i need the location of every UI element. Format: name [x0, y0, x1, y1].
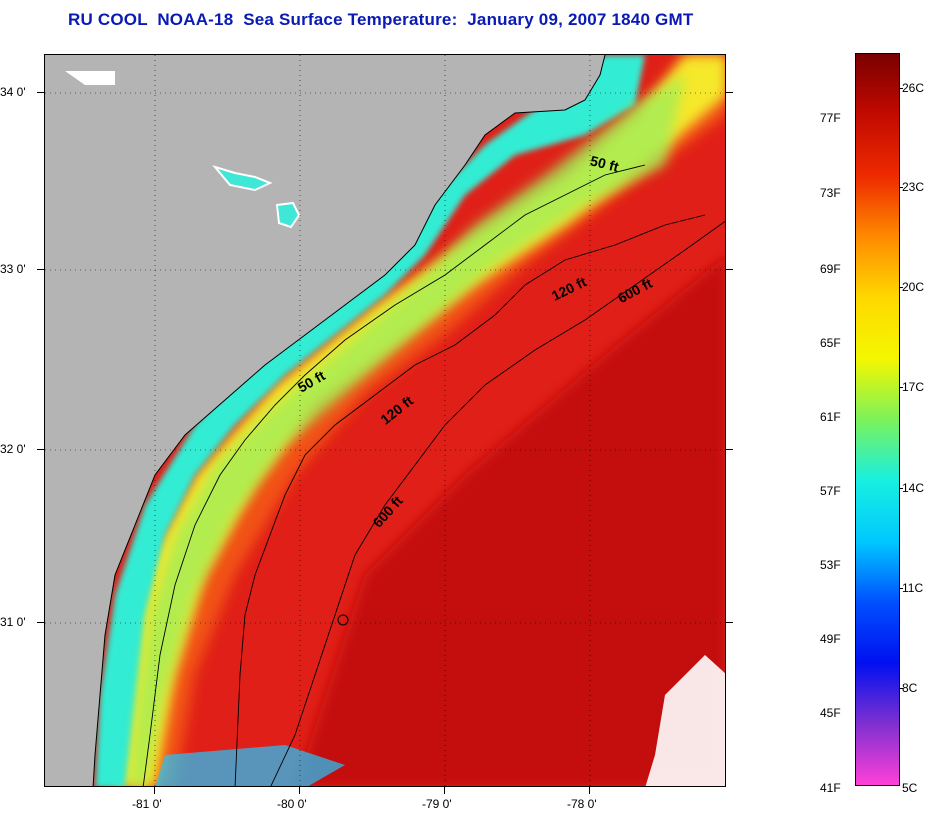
cb-f-77: 77F	[820, 111, 841, 125]
lat-tick-32-right	[726, 449, 733, 450]
cloud-patch-2	[155, 745, 345, 786]
lon-tick-81	[154, 787, 155, 794]
lat-tick-31-right	[726, 622, 733, 623]
graticule	[45, 55, 725, 786]
cold-nearshore	[95, 55, 645, 786]
cb-tick-26c	[899, 88, 903, 89]
lon-label-80: -80 0'	[277, 797, 307, 811]
lon-tick-79	[444, 787, 445, 794]
cb-f-53: 53F	[820, 558, 841, 572]
gulf-stream-core	[295, 256, 725, 786]
coastline	[92, 55, 606, 786]
cb-f-41: 41F	[820, 781, 841, 795]
figure-title: RU COOL NOAA-18 Sea Surface Temperature:…	[68, 10, 694, 29]
lat-tick-31	[37, 622, 44, 623]
contour-600ft	[270, 220, 725, 786]
lake-2	[275, 201, 301, 229]
cb-tick-17c	[899, 387, 903, 388]
cb-c-23: 23C	[902, 180, 925, 194]
lat-tick-32	[37, 449, 44, 450]
station-marker	[337, 614, 349, 626]
cb-f-57: 57F	[820, 484, 841, 498]
lat-tick-34-right	[726, 92, 733, 93]
lat-tick-33	[37, 269, 44, 270]
contour-label-50ft-a: 50 ft	[589, 152, 621, 175]
lat-tick-34	[37, 92, 44, 93]
cloud-patch-1	[645, 655, 725, 786]
cb-f-45: 45F	[820, 706, 841, 720]
temperature-colorbar	[855, 53, 900, 786]
cb-c-26: 26C	[902, 81, 925, 95]
lat-label-33: 33 0'	[0, 262, 26, 276]
contour-120ft	[234, 214, 706, 786]
cb-tick-14c	[899, 488, 903, 489]
lake-3	[65, 71, 115, 85]
cb-tick-23c	[899, 187, 903, 188]
green-transition	[130, 75, 685, 786]
lon-tick-78	[589, 787, 590, 794]
sst-map: 50 ft 50 ft 120 ft 120 ft 600 ft 600 ft	[44, 54, 726, 787]
cb-tick-11c	[899, 588, 903, 589]
sst-map-canvas: 50 ft 50 ft 120 ft 120 ft 600 ft 600 ft	[45, 55, 725, 786]
cb-f-65: 65F	[820, 336, 841, 350]
lat-label-32: 32 0'	[0, 442, 26, 456]
lat-label-34: 34 0'	[0, 85, 26, 99]
cb-c-20: 20C	[902, 280, 925, 294]
lon-label-78: -78 0'	[567, 797, 597, 811]
cb-c-14: 14C	[902, 481, 925, 495]
cb-f-61: 61F	[820, 410, 841, 424]
contour-50ft	[142, 164, 646, 786]
lat-label-31: 31 0'	[0, 615, 26, 629]
lon-tick-80	[299, 787, 300, 794]
cb-f-69: 69F	[820, 262, 841, 276]
land-mass	[45, 55, 605, 786]
lat-tick-33-right	[726, 269, 733, 270]
cb-c-8: 8C	[902, 681, 918, 695]
cb-f-49: 49F	[820, 632, 841, 646]
cb-c-17: 17C	[902, 380, 925, 394]
cb-f-73: 73F	[820, 186, 841, 200]
lake-1	[212, 165, 273, 192]
cb-tick-20c	[899, 287, 903, 288]
cb-c-11: 11C	[902, 581, 924, 595]
cb-tick-8c	[899, 688, 903, 689]
lon-label-79: -79 0'	[422, 797, 452, 811]
cb-c-5: 5C	[902, 781, 918, 795]
lon-label-81: -81 0'	[132, 797, 162, 811]
